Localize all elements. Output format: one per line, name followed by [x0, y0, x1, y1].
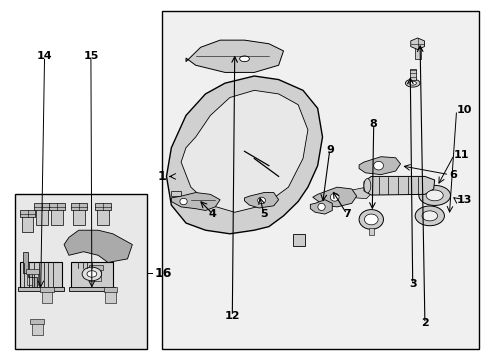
Ellipse shape	[418, 185, 449, 206]
Bar	[20, 211, 35, 217]
Bar	[25, 269, 39, 274]
Text: 16: 16	[154, 267, 171, 280]
Text: 12: 12	[224, 311, 240, 321]
Ellipse shape	[363, 179, 370, 193]
Polygon shape	[64, 230, 132, 262]
Text: 6: 6	[448, 170, 456, 180]
Bar	[51, 209, 62, 225]
Polygon shape	[22, 252, 37, 288]
Bar	[49, 203, 64, 210]
Polygon shape	[181, 90, 307, 212]
Ellipse shape	[414, 206, 444, 226]
Bar	[32, 323, 42, 335]
Bar	[34, 203, 50, 210]
Bar	[161, 12, 478, 348]
Bar	[36, 209, 48, 225]
Text: 4: 4	[208, 209, 216, 219]
Ellipse shape	[408, 81, 415, 85]
Ellipse shape	[317, 203, 325, 211]
Bar	[41, 291, 52, 303]
Polygon shape	[171, 193, 220, 211]
Ellipse shape	[421, 211, 437, 221]
Ellipse shape	[373, 161, 383, 170]
Text: 11: 11	[453, 150, 468, 160]
Bar	[409, 69, 415, 80]
Polygon shape	[166, 76, 322, 234]
Bar	[90, 270, 101, 281]
Bar	[27, 273, 38, 285]
Bar	[103, 287, 117, 292]
Text: 10: 10	[456, 105, 471, 115]
Ellipse shape	[425, 190, 442, 201]
Ellipse shape	[257, 197, 265, 204]
Text: 5: 5	[260, 209, 267, 219]
Text: 2: 2	[420, 319, 428, 328]
Bar	[30, 319, 44, 324]
Bar	[20, 262, 61, 288]
Bar	[73, 209, 84, 225]
Polygon shape	[351, 187, 370, 199]
Bar	[71, 203, 86, 210]
Bar	[293, 234, 305, 246]
Polygon shape	[312, 187, 356, 207]
Bar	[69, 287, 115, 291]
Ellipse shape	[405, 79, 419, 87]
Bar	[18, 287, 63, 291]
Bar	[368, 228, 373, 235]
Text: 13: 13	[456, 195, 471, 205]
Text: 8: 8	[369, 120, 377, 129]
Bar	[21, 216, 33, 232]
Text: 3: 3	[408, 279, 416, 289]
Ellipse shape	[87, 271, 97, 277]
Text: 9: 9	[325, 144, 333, 154]
Ellipse shape	[330, 193, 338, 201]
Polygon shape	[363, 176, 434, 195]
Text: 14: 14	[37, 51, 52, 61]
Bar	[414, 48, 420, 59]
Bar	[40, 287, 54, 292]
Bar	[97, 209, 109, 225]
Bar	[15, 194, 147, 348]
Polygon shape	[185, 40, 283, 72]
Ellipse shape	[180, 198, 187, 205]
Ellipse shape	[364, 214, 377, 225]
Polygon shape	[410, 38, 424, 49]
Bar	[171, 191, 181, 196]
Ellipse shape	[358, 210, 383, 229]
Bar	[71, 262, 113, 288]
Text: 1: 1	[158, 170, 166, 183]
Bar	[89, 265, 102, 270]
Polygon shape	[310, 200, 331, 214]
Ellipse shape	[239, 56, 249, 62]
Bar	[95, 203, 111, 210]
Text: 15: 15	[83, 51, 99, 61]
Ellipse shape	[82, 267, 102, 281]
Text: 7: 7	[342, 209, 350, 219]
Bar	[105, 291, 116, 303]
Polygon shape	[358, 157, 400, 175]
Polygon shape	[244, 193, 278, 208]
